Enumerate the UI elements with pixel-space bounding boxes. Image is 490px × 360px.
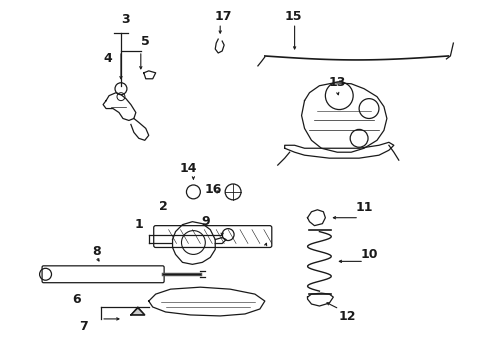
Text: 4: 4 [104,53,112,66]
Text: 7: 7 [79,320,88,333]
Text: 5: 5 [142,35,150,48]
Text: 2: 2 [159,200,168,213]
Text: 10: 10 [360,248,378,261]
Text: 1: 1 [134,218,143,231]
Text: 15: 15 [285,10,302,23]
Text: 12: 12 [339,310,356,323]
Text: 14: 14 [180,162,197,175]
Text: 17: 17 [215,10,232,23]
Text: 13: 13 [329,76,346,89]
Polygon shape [131,308,145,315]
Text: 16: 16 [204,184,222,197]
Text: 11: 11 [355,201,373,214]
Text: 6: 6 [72,293,81,306]
Text: 9: 9 [201,215,210,228]
Text: 3: 3 [122,13,130,26]
Text: 8: 8 [92,245,100,258]
